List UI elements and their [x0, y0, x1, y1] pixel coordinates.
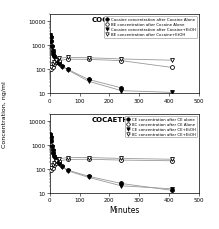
Text: COCAETHYLENE: COCAETHYLENE	[92, 117, 153, 123]
Legend: CE concentration after CE alone, BC concentration after CE Alone, CE concentrati: CE concentration after CE alone, BC conc…	[125, 116, 197, 138]
Legend: Cocaine concentration after Cocaine Alone, BE concentration after Cocaine Alone,: Cocaine concentration after Cocaine Alon…	[104, 17, 197, 38]
X-axis label: Minutes: Minutes	[109, 205, 140, 214]
Text: Concentration, ng/ml: Concentration, ng/ml	[2, 81, 7, 148]
Text: COCAINE: COCAINE	[92, 17, 126, 23]
